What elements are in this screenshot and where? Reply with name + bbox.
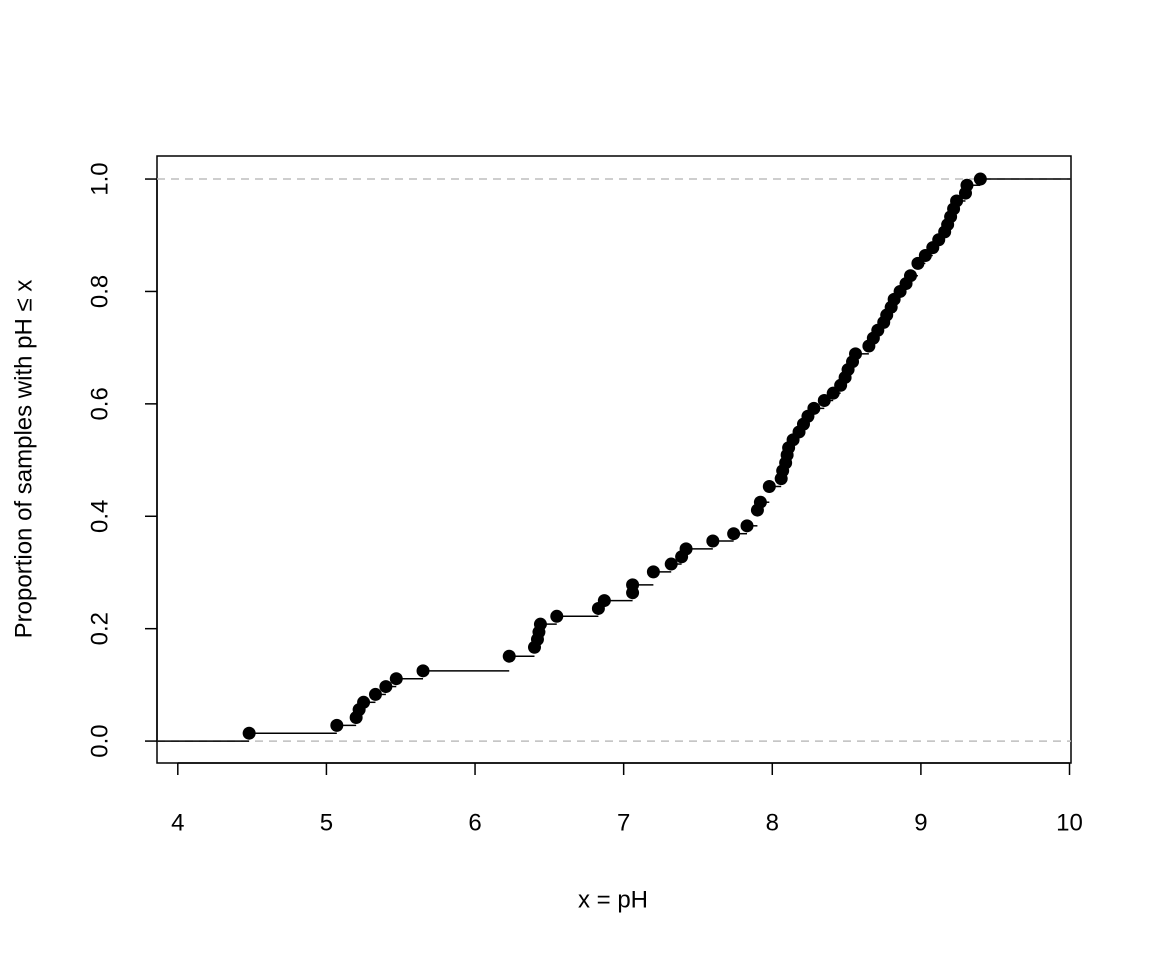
data-point [550,609,564,623]
y-tick-label: 0.2 [86,612,113,645]
data-point [960,178,974,192]
data-point [330,718,344,732]
data-point [903,269,917,283]
x-tick-label: 5 [320,809,333,836]
data-point [807,401,821,415]
data-point [502,649,516,663]
x-tick-label: 6 [468,809,481,836]
y-tick-label: 0.4 [86,500,113,533]
y-axis-label: Proportion of samples with pH ≤ x [10,280,37,639]
data-point [740,519,754,533]
y-tick-label: 0.6 [86,387,113,420]
data-point [368,687,382,701]
data-point [597,594,611,608]
x-tick-label: 7 [617,809,630,836]
data-point [664,557,678,571]
data-point [679,542,693,556]
data-point [389,672,403,686]
y-tick-label: 0.8 [86,275,113,308]
data-point [753,495,767,509]
x-tick-label: 8 [766,809,779,836]
data-point [727,527,741,541]
data-point [706,534,720,548]
x-tick-label: 9 [914,809,927,836]
data-point [533,617,547,631]
y-tick-label: 0.0 [86,724,113,757]
x-tick-label: 4 [171,809,184,836]
data-point [626,578,640,592]
data-point [242,726,256,740]
data-point [646,565,660,579]
data-point [817,393,831,407]
data-point [762,479,776,493]
data-point [950,194,964,208]
data-point [973,172,987,186]
data-point [849,347,863,361]
data-point [416,664,430,678]
x-axis-label: x = pH [578,886,648,913]
y-tick-label: 1.0 [86,162,113,195]
x-tick-label: 10 [1056,809,1083,836]
data-point [379,680,393,694]
data-point [357,695,371,709]
